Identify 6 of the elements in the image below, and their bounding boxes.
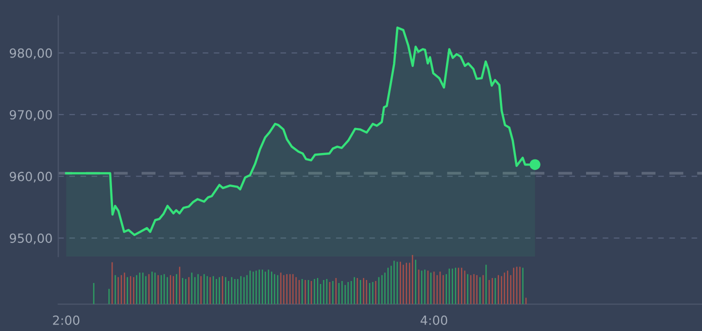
y-tick-label: 950,00 <box>10 233 52 244</box>
y-tick-label: 980,00 <box>10 48 52 60</box>
x-tick-label: 4:00 <box>420 316 448 325</box>
y-tick-label: 960,00 <box>10 172 52 183</box>
y-tick-label: 970,00 <box>10 110 52 121</box>
x-tick-label: 2:00 <box>53 316 80 325</box>
